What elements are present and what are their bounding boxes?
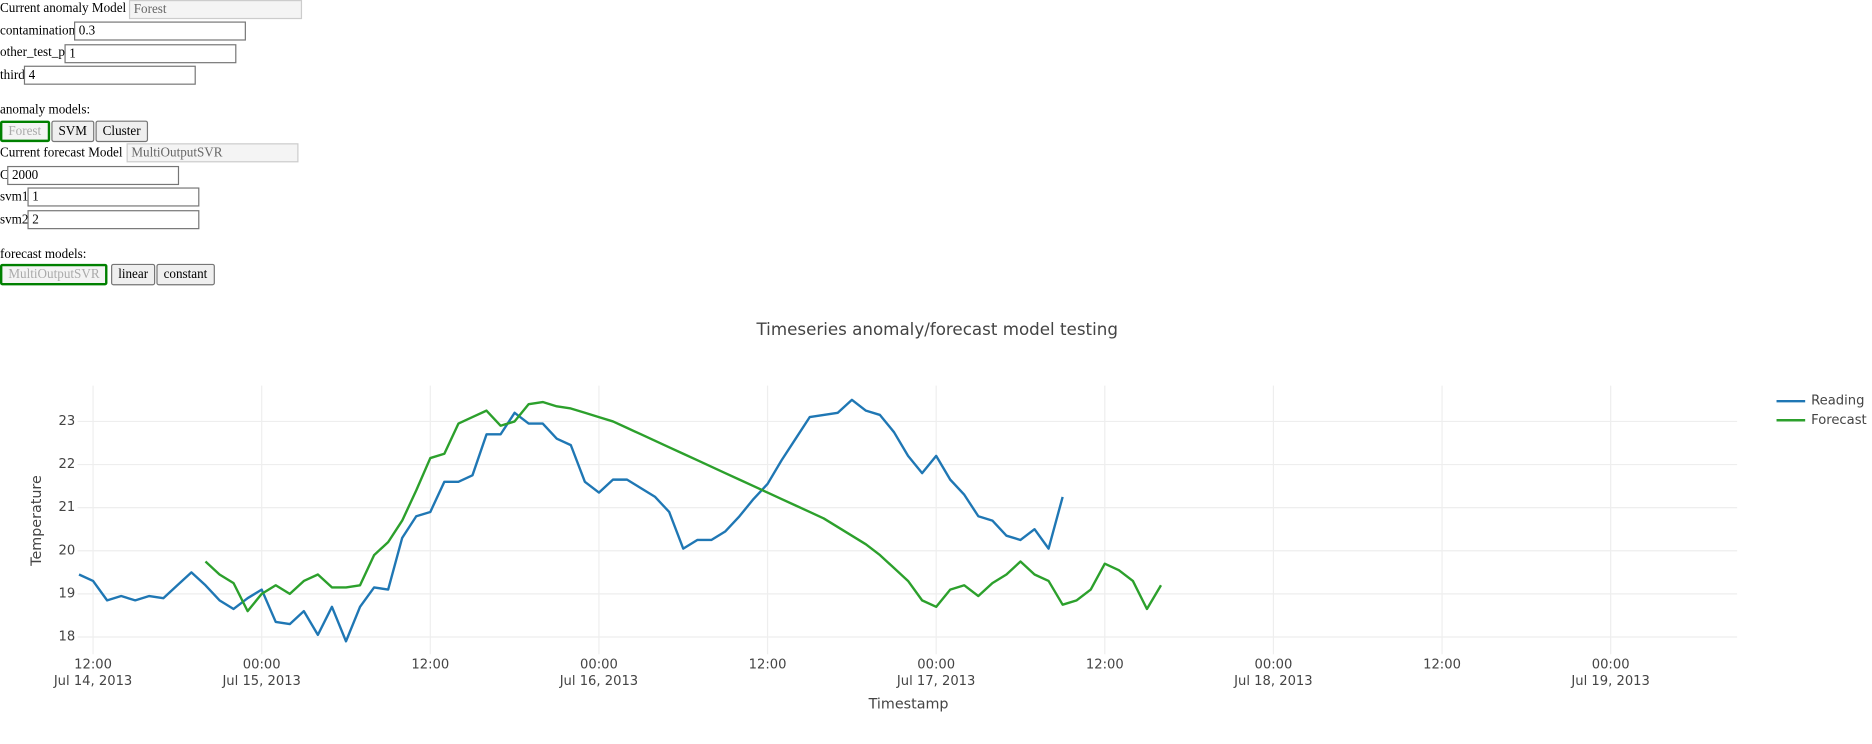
x-tick-label: 12:00	[411, 658, 449, 673]
label: anomaly models:	[0, 102, 91, 118]
model-button: MultiOutputSVR	[0, 263, 108, 286]
current-model	[126, 143, 299, 163]
x-tick-label: 00:00	[917, 658, 955, 673]
label: forecast models:	[0, 247, 87, 262]
x-tick-label: Jul 18, 2013	[1233, 674, 1312, 689]
label: svm2	[0, 212, 29, 227]
param-input[interactable]	[7, 165, 180, 186]
y-tick-label: 19	[59, 586, 76, 601]
x-tick-label: 12:00	[1423, 658, 1461, 673]
data-line	[78, 398, 1064, 643]
x-tick-label: Jul 15, 2013	[221, 674, 300, 689]
x-tick-label: 12:00	[74, 658, 112, 673]
model-button[interactable]: linear	[111, 263, 156, 286]
model-button[interactable]: Cluster	[95, 120, 148, 143]
y-tick-label: 20	[59, 543, 76, 558]
model-button[interactable]: constant	[156, 263, 215, 286]
label: Current anomaly Model	[0, 1, 127, 16]
x-tick-label: Jul 14, 2013	[53, 674, 132, 689]
y-tick-label: 18	[59, 630, 76, 645]
label: Current forecast Model	[0, 145, 123, 160]
x-tick-label: 12:00	[1086, 658, 1124, 673]
legend-label: Reading	[1811, 394, 1864, 409]
model-button: Forest	[0, 120, 50, 143]
label: contamination	[0, 23, 76, 39]
param-input[interactable]	[23, 65, 196, 85]
label: other_test_p	[0, 45, 65, 60]
legend-label: Forecast	[1811, 413, 1867, 428]
current-model	[128, 0, 303, 20]
label: third	[0, 68, 25, 83]
param-input[interactable]	[27, 210, 200, 230]
chart: Timeseries anomaly/forecast model testin…	[29, 319, 1867, 712]
x-tick-label: 00:00	[1255, 658, 1293, 673]
y-tick-label: 22	[59, 457, 76, 472]
chart-title: Timeseries anomaly/forecast model testin…	[755, 319, 1117, 339]
param-input[interactable]	[64, 44, 237, 64]
label: C	[0, 168, 9, 183]
x-axis-title: Timestamp	[868, 696, 949, 712]
x-tick-label: 12:00	[749, 658, 787, 673]
x-tick-label: Jul 17, 2013	[896, 674, 975, 689]
x-tick-label: Jul 19, 2013	[1570, 674, 1649, 689]
param-input[interactable]	[27, 187, 200, 207]
y-axis-title: Temperature	[29, 475, 45, 567]
label: svm1	[0, 189, 29, 205]
model-button[interactable]: SVM	[51, 120, 95, 143]
x-tick-label: Jul 16, 2013	[559, 674, 638, 689]
x-tick-label: 00:00	[243, 658, 281, 673]
x-tick-label: 00:00	[580, 658, 618, 673]
param-input[interactable]	[74, 21, 246, 41]
data-line	[204, 400, 1163, 613]
y-tick-label: 23	[59, 414, 76, 429]
y-tick-label: 21	[59, 500, 76, 515]
x-tick-label: 00:00	[1592, 658, 1630, 673]
